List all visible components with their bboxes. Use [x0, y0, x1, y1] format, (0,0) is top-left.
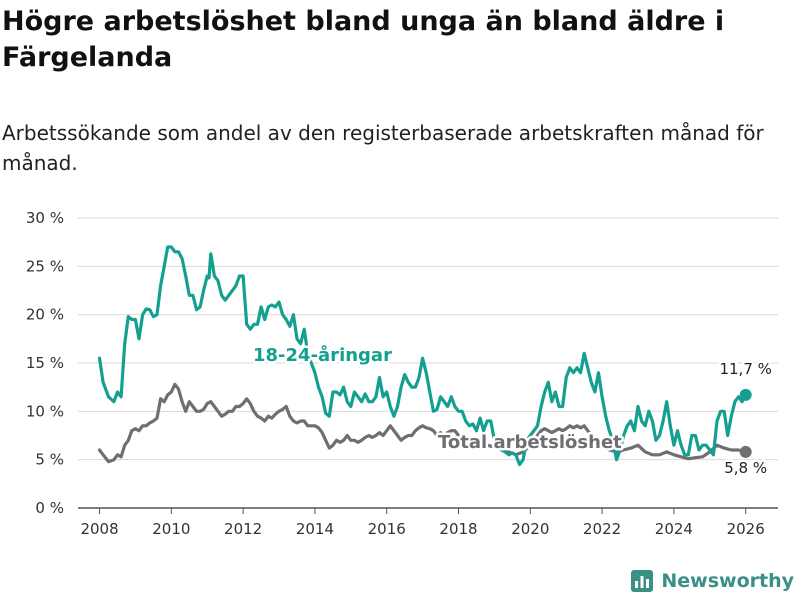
axes: 0 % 5 % 10 % 15 % 20 % 25 % 30 % 2008 2010 2012 20… [26, 209, 778, 538]
bar-chart-logo-icon [631, 570, 654, 592]
end-value-youth-halo: 11,7 % [719, 360, 771, 378]
y-tick-label: 25 % [26, 257, 64, 275]
x-tick-label: 2022 [583, 520, 621, 538]
chart-title: Högre arbetslöshet bland unga än bland ä… [2, 6, 725, 73]
end-value-total: 5,8 % [724, 459, 767, 477]
x-tick-label: 2026 [727, 520, 765, 538]
y-tick-label: 5 % [35, 451, 64, 469]
y-tick-label: 15 % [26, 354, 64, 372]
y-tick-label: 0 % [35, 499, 64, 517]
series-line-youth [97, 245, 748, 467]
x-tick-label: 2020 [511, 520, 549, 538]
gridlines [78, 217, 778, 461]
series-label-total: Total arbetslöshet [438, 432, 622, 453]
series-line-total [97, 382, 748, 464]
end-value-youth: 11,7 % [719, 360, 771, 378]
x-tick-label: 2014 [296, 520, 334, 538]
y-tick-label: 10 % [26, 402, 64, 420]
series-label-total-halo: Total arbetslöshet [438, 432, 622, 453]
newsworthy-brand: Newsworthy [631, 570, 794, 592]
end-point-total [739, 445, 752, 458]
x-tick-label: 2018 [439, 520, 477, 538]
x-tick-label: 2012 [224, 520, 262, 538]
end-point-youth [739, 388, 752, 401]
y-tick-label: 30 % [26, 209, 64, 227]
chart-subtitle: Arbetssökande som andel av den registerb… [2, 121, 764, 175]
brand-name: Newsworthy [661, 570, 794, 592]
x-tick-label: 2016 [368, 520, 406, 538]
series-label-youth-halo: 18-24-åringar [253, 344, 392, 366]
y-tick-label: 20 % [26, 306, 64, 324]
x-tick-label: 2024 [655, 520, 693, 538]
x-tick-label: 2008 [80, 520, 118, 538]
series-lines [97, 245, 752, 467]
series-label-youth: 18-24-åringar [253, 344, 392, 366]
x-tick-label: 2010 [152, 520, 190, 538]
end-value-total-halo: 5,8 % [724, 459, 767, 477]
